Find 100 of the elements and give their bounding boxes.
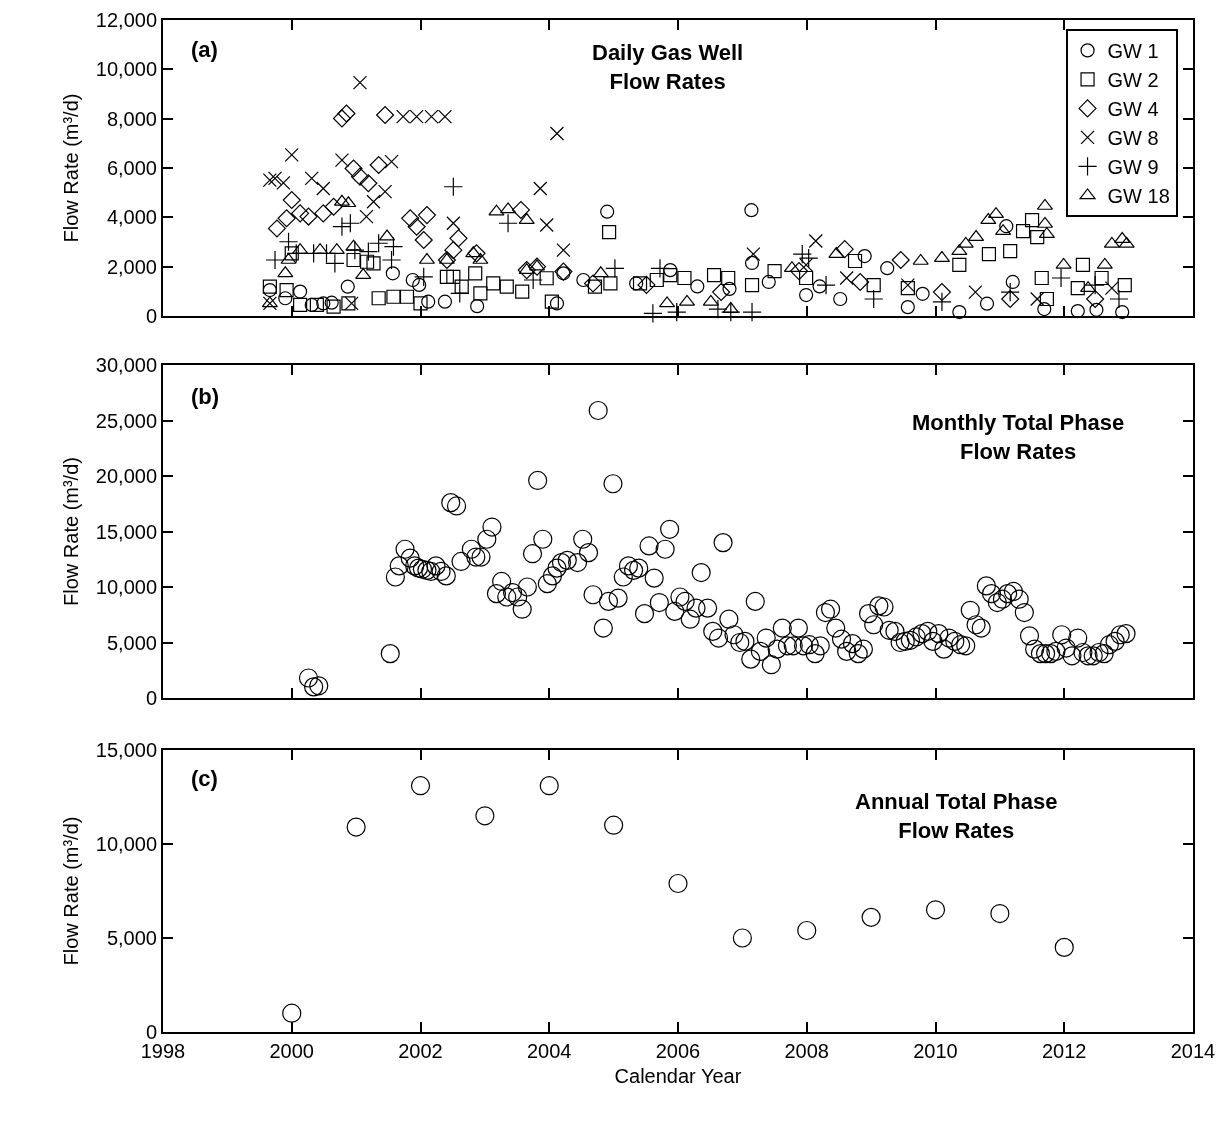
point [861,907,881,927]
point [1000,282,1020,302]
point [722,301,739,313]
point [721,270,736,286]
point [900,300,915,315]
point [833,291,848,307]
point [498,213,518,233]
point [932,292,952,312]
y-tick-label: 10,000 [95,576,157,598]
point [637,275,656,294]
point [468,266,483,281]
point [767,264,782,279]
point [454,279,469,294]
y-axis-title: Flow Rate (m³/d) [59,457,82,606]
point [925,900,946,920]
point [629,276,644,291]
point [990,903,1010,924]
point [789,262,809,281]
point [314,204,333,223]
point [835,240,854,259]
point [556,266,571,281]
point [1104,281,1119,296]
point [345,239,362,251]
point [371,291,386,306]
point [340,213,361,233]
point [649,272,664,288]
annotation: (c) [191,766,218,791]
point [1075,257,1091,273]
point [1115,304,1130,320]
point [267,219,286,238]
point [277,209,296,228]
point [299,207,318,226]
point [554,262,573,281]
point [1051,268,1071,288]
x-tick-label: 2014 [1170,1040,1216,1062]
point [527,257,547,276]
y-tick-label: 4,000 [106,206,157,229]
point [282,191,301,210]
point [414,267,434,287]
point [334,153,350,168]
point [277,266,294,278]
point [1117,278,1132,293]
point [324,197,343,216]
point [1024,212,1040,228]
point [549,296,565,311]
point [556,243,571,258]
y-tick-label: 2,000 [106,255,157,278]
point [355,267,372,279]
point [761,274,776,290]
point [293,284,308,299]
legend-label: GW 8 [1107,127,1159,150]
point [376,105,395,125]
point [1015,224,1031,239]
point [344,159,363,178]
point [605,258,625,279]
point [284,246,299,261]
y-tick-label: 20,000 [95,465,157,487]
point [880,261,895,276]
point [262,283,277,298]
point [470,299,485,314]
point [352,75,368,90]
point [359,209,374,224]
x-tick-label: 2000 [269,1040,314,1062]
point [746,246,761,262]
point [358,241,379,262]
annotation: (a) [191,37,218,62]
point [663,267,678,283]
point [1037,301,1052,317]
point [968,284,983,300]
point [799,287,814,303]
point [340,196,357,208]
legend-label: GW 18 [1107,185,1170,208]
point [517,261,536,280]
point [350,167,370,186]
point [359,254,375,269]
point [604,815,624,835]
point [539,217,554,233]
point [366,256,381,271]
point [1001,289,1020,309]
point [808,233,823,249]
point [291,204,310,223]
point [839,270,854,286]
point [957,236,974,248]
point [1114,231,1131,243]
point [499,279,514,294]
point [1089,302,1104,317]
y-tick-label: 5,000 [106,631,157,654]
point [812,279,827,294]
point [1039,291,1054,307]
point [488,204,505,216]
point [437,250,456,270]
y-tick-label: 25,000 [95,409,157,432]
legend-label: GW 2 [1107,69,1159,92]
point [414,230,433,250]
point [421,294,436,309]
point [690,279,705,294]
point [539,271,554,286]
point [413,296,428,311]
point [587,279,603,294]
point [284,147,299,163]
